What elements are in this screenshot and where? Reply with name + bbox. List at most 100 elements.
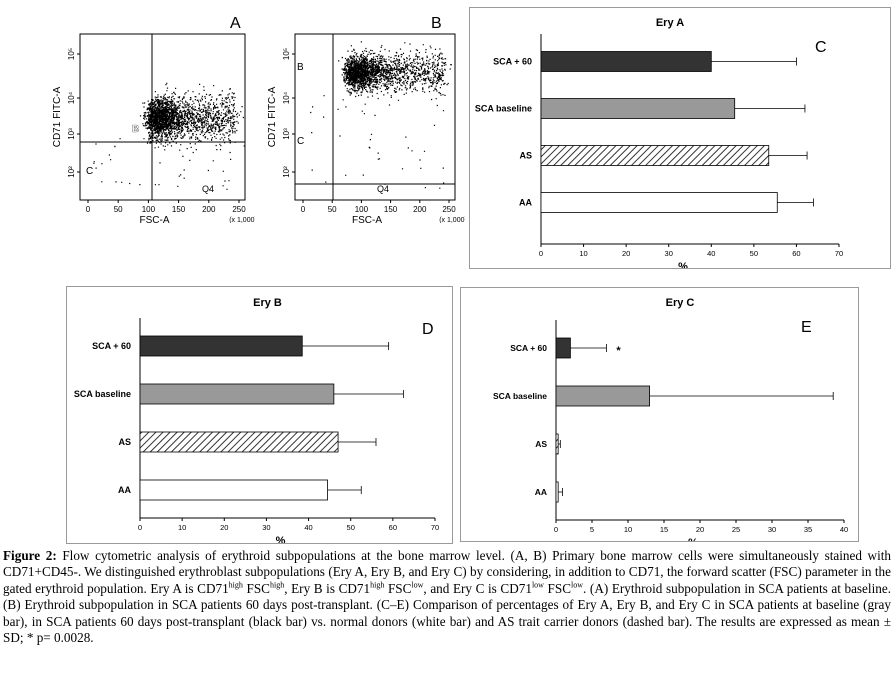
- x-tick-label: 250: [442, 205, 456, 214]
- x-tick-label: 25: [732, 525, 740, 534]
- caption-text-4: FSC: [384, 580, 412, 596]
- category-label: AS: [519, 151, 532, 161]
- bar-panel-ery-c: Ery C E 0 5 10 15 20 25 30 35 40% SCA + 60 * SCA base…: [460, 287, 859, 549]
- plot-frame: [294, 33, 456, 201]
- bar: [540, 51, 712, 72]
- x-axis-label: %: [678, 261, 688, 268]
- x-tick-label: 20: [220, 523, 228, 532]
- x-tick-label: 200: [202, 205, 216, 214]
- dot-cloud: [310, 41, 452, 189]
- x-tick-label: 50: [114, 205, 123, 214]
- figure-caption: Figure 2: Flow cytometric analysis of er…: [3, 548, 891, 646]
- y-tick-label: 10³: [282, 128, 291, 140]
- quadrant-label: A: [399, 66, 406, 77]
- category-label: SCA baseline: [74, 389, 131, 399]
- x-tick-label: 35: [804, 525, 812, 534]
- x-tick-label: 150: [384, 205, 398, 214]
- caption-sup-low-1: low: [411, 580, 424, 590]
- panel-letter: C: [815, 39, 827, 56]
- y-tick-label: 10⁵: [67, 48, 76, 60]
- bar-panel-ery-b: Ery B D 0 10 20 30 40 50 60 70% SCA + 60 SCA baseli…: [66, 286, 453, 547]
- scale-note: (x 1,000): [229, 217, 255, 223]
- caption-sup-low-3: low: [571, 580, 584, 590]
- x-tick-label: 0: [301, 205, 306, 214]
- caption-sup-high-1: high: [228, 580, 243, 590]
- flow-panel-b: 10² 10³ 10⁴ 10⁵ CD71 FITC-A 0 50 100 150 200 250 FS…: [255, 8, 467, 226]
- x-tick-label: 100: [142, 205, 156, 214]
- bar: [139, 335, 303, 357]
- bar: [555, 433, 559, 455]
- caption-text-2: FSC: [242, 580, 270, 596]
- chart-title: Ery C: [666, 297, 695, 309]
- x-tick-label: 20: [622, 249, 630, 258]
- bar: [139, 479, 328, 501]
- x-tick-label: 50: [750, 249, 758, 258]
- x-tick-label: 30: [768, 525, 776, 534]
- bar: [555, 385, 650, 407]
- x-tick-label: 30: [665, 249, 673, 258]
- bar: [139, 383, 335, 405]
- x-tick-label: 40: [840, 525, 848, 534]
- flow-plot-a: 10² 10³ 10⁴ 10⁵ CD71 FITC-A 0 50 100 150 200 250 FS…: [52, 15, 257, 226]
- quadrant-label: B: [132, 124, 139, 135]
- y-tick-label: 10³: [67, 128, 76, 140]
- category-label: SCA baseline: [475, 104, 532, 114]
- bar-panel-ery-a: Ery A C 0 10 20 30 40 50 60 70% SCA + 60 SCA baseli…: [469, 7, 891, 273]
- panel-letter: A: [230, 15, 241, 32]
- category-label: AA: [519, 198, 532, 208]
- caption-sup-high-3: high: [370, 580, 385, 590]
- x-tick-label: 0: [86, 205, 91, 214]
- y-axis-label: CD71 FITC-A: [52, 86, 63, 147]
- x-tick-label: 60: [389, 523, 397, 532]
- panel-letter: E: [801, 319, 812, 336]
- caption-text-3: , Ery B is CD71: [284, 580, 371, 596]
- category-label: AA: [535, 487, 547, 497]
- x-tick-label: 0: [554, 525, 558, 534]
- x-tick-label: 15: [660, 525, 668, 534]
- x-axis-label: %: [688, 537, 698, 541]
- x-tick-label: 70: [835, 249, 843, 258]
- x-tick-label: 10: [624, 525, 632, 534]
- plot-frame: [79, 33, 246, 201]
- category-label: SCA + 60: [493, 57, 532, 67]
- x-tick-label: 40: [304, 523, 312, 532]
- bar: [555, 337, 571, 359]
- caption-sup-low-2: low: [531, 580, 544, 590]
- category-label: AA: [118, 485, 131, 495]
- x-tick-label: 20: [696, 525, 704, 534]
- x-tick-label: 10: [579, 249, 587, 258]
- dot-cloud: [93, 82, 245, 191]
- x-tick-label: 70: [431, 523, 439, 532]
- bar: [555, 481, 559, 503]
- caption-sup-high-2: high: [269, 580, 285, 590]
- y-tick-label: 10²: [67, 166, 76, 178]
- x-tick-label: 60: [792, 249, 800, 258]
- y-axis-label: CD71 FITC-A: [267, 86, 278, 147]
- chart-title: Ery B: [253, 297, 282, 309]
- x-axis-label: %: [276, 535, 286, 543]
- category-label: AS: [535, 439, 547, 449]
- bar-chart-ery-b: Ery B D 0 10 20 30 40 50 60 70% SCA + 60 SCA baseli…: [74, 297, 439, 547]
- bar: [540, 98, 736, 119]
- y-tick-label: 10²: [282, 166, 291, 178]
- significance-annotation: *: [616, 345, 621, 357]
- x-tick-label: 50: [328, 205, 337, 214]
- quadrant-label: B: [297, 62, 304, 73]
- category-label: AS: [118, 437, 131, 447]
- bar: [540, 145, 770, 166]
- caption-label: Figure 2:: [3, 548, 57, 563]
- chart-title: Ery A: [656, 17, 684, 29]
- caption-text-7: . (A) Erythroid subpopulation in SCA pat…: [3, 580, 891, 646]
- category-label: SCA + 60: [92, 341, 131, 351]
- flow-panel-a: 10² 10³ 10⁴ 10⁵ CD71 FITC-A 0 50 100 150 200 250 FS…: [40, 8, 257, 226]
- x-tick-label: 250: [232, 205, 246, 214]
- y-tick-label: 10⁴: [67, 91, 76, 104]
- quadrant-label: Q4: [202, 184, 214, 194]
- x-tick-label: 5: [590, 525, 594, 534]
- scale-note: (x 1,000): [439, 217, 465, 223]
- x-tick-label: 40: [707, 249, 715, 258]
- x-tick-label: 0: [138, 523, 142, 532]
- quadrant-label: C: [297, 136, 304, 147]
- flow-plot-b: 10² 10³ 10⁴ 10⁵ CD71 FITC-A 0 50 100 150 200 250 FS…: [267, 15, 467, 226]
- quadrant-label: A: [206, 124, 213, 135]
